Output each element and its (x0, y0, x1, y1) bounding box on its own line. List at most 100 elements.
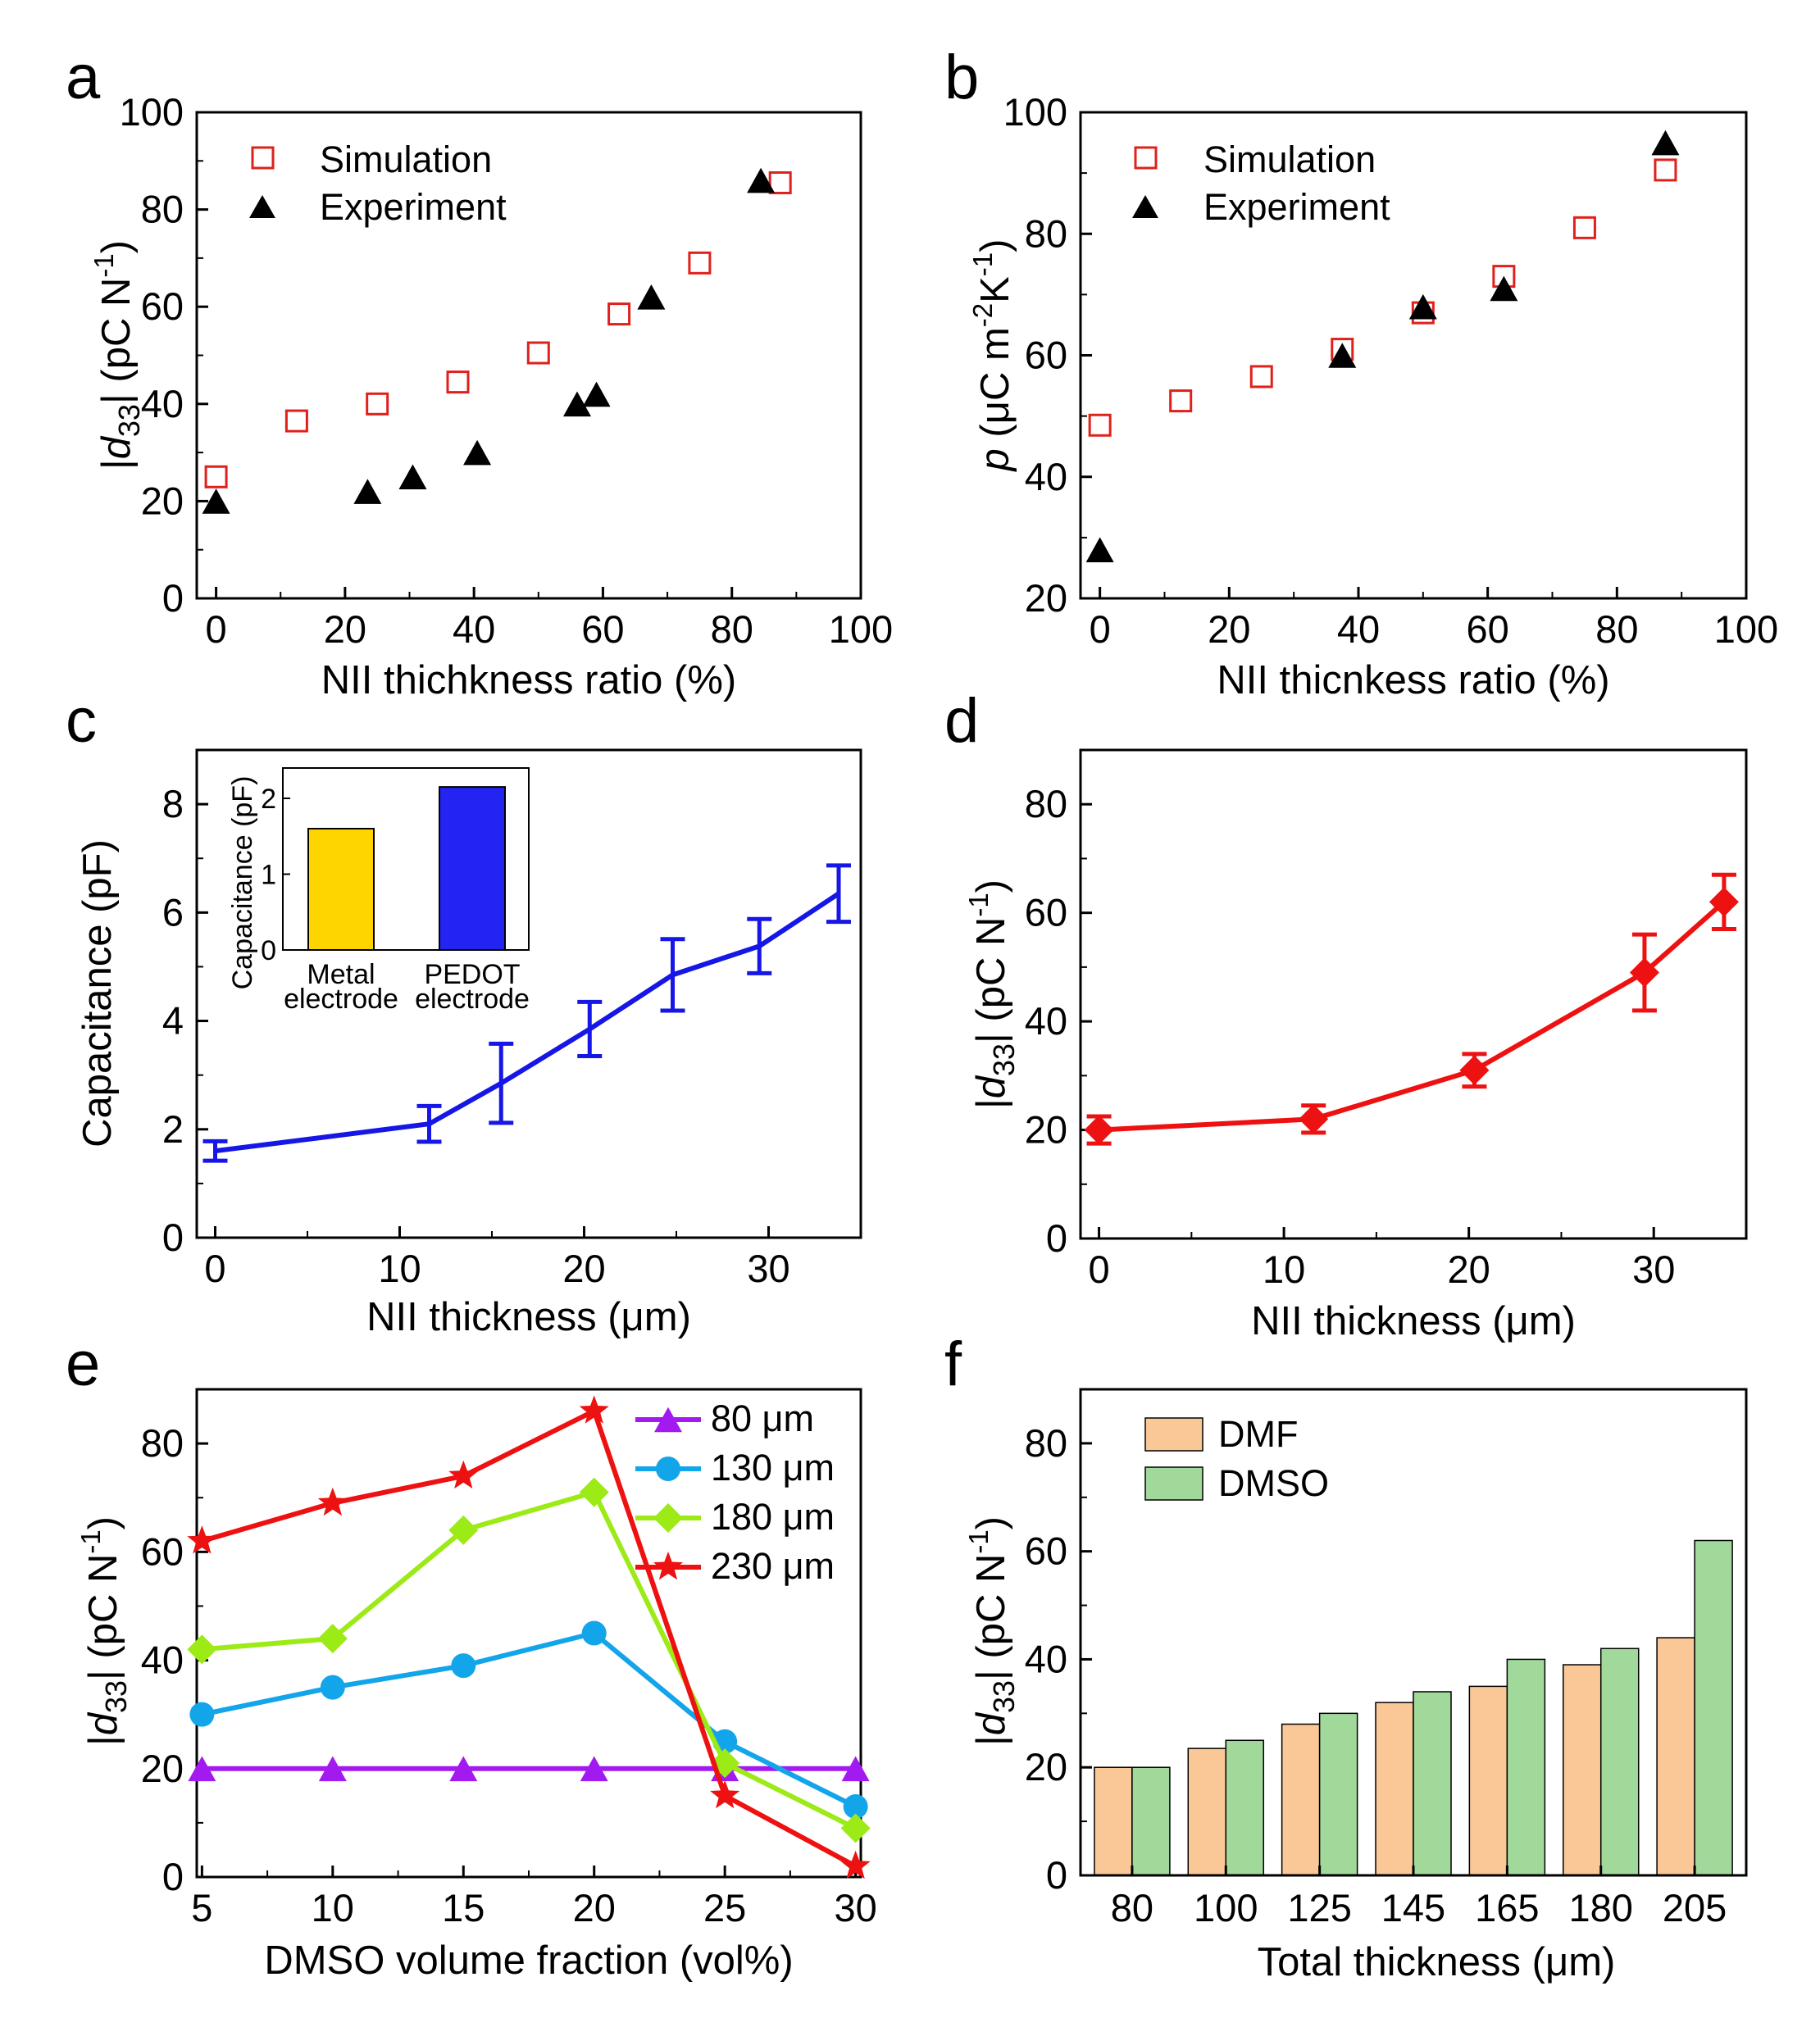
data-point-diamond (317, 1624, 348, 1654)
data-point-diamond (1084, 1115, 1114, 1145)
axes-a: 0 20 40 60 80 100 0 20 40 60 80 100 (120, 90, 894, 651)
plot-frame-d (1079, 748, 1748, 1240)
y-tick-label-e: 20 (141, 1747, 184, 1790)
inset-cat-metal-line2: electrode (284, 984, 398, 1015)
y-tick-label-d: 80 (1025, 782, 1067, 825)
panel-letter-b: b (944, 43, 979, 112)
x-tick-label-e: 25 (703, 1886, 746, 1929)
legend-marker-circle (656, 1457, 680, 1481)
panel-a: a 0 20 40 60 80 100 0 20 40 60 80 100 Simulation Ex… (66, 43, 893, 702)
y-tick-label-b: 100 (1003, 90, 1067, 134)
data-point-diamond (1709, 887, 1739, 917)
data-point-star (840, 1850, 871, 1879)
inset-y-tick-label: 1 (261, 860, 276, 891)
y-tick-label-f: 0 (1046, 1853, 1067, 1897)
inset-c: 0 1 2 Metal electrode PEDOT electrode Capa… (227, 767, 530, 1015)
axes-e: 0 20 40 60 80 5 10 15 20 25 30 (141, 1421, 877, 1929)
x-tick-label-d: 20 (1448, 1248, 1490, 1291)
y-axis-label-f: |d33| (pC N-1) (963, 1516, 1021, 1746)
y-tick-label-a: 80 (141, 188, 184, 231)
axes-d: 0 20 40 60 80 0 10 20 30 (1025, 782, 1676, 1291)
data-point-triangle (188, 1756, 216, 1782)
bar-dmso (1413, 1691, 1452, 1876)
data-point-diamond (187, 1634, 217, 1665)
x-axis-label-f: Total thickness (μm) (1258, 1940, 1616, 1984)
legend-marker-star (653, 1552, 684, 1580)
x-axis-label-e: DMSO volume fraction (vol%) (264, 1938, 793, 1983)
data-point-star (448, 1460, 479, 1489)
x-tick-label-a: 20 (324, 607, 366, 651)
axes-b: 20 40 60 80 100 0 20 40 60 80 100 (1003, 90, 1779, 651)
x-axis-label-a: NII thichkness ratio (%) (321, 658, 737, 702)
x-tick-label-e: 20 (573, 1886, 616, 1929)
series-line-1 (201, 1630, 857, 1809)
panel-letter-d: d (944, 686, 979, 756)
bar-dmf (1281, 1723, 1321, 1876)
legend-marker-simulation-b (1134, 146, 1158, 170)
data-point-diamond (579, 1477, 609, 1507)
x-tick-label-e: 5 (191, 1886, 212, 1929)
x-tick-label-d: 30 (1632, 1248, 1675, 1291)
simulation-point (446, 370, 470, 394)
simulation-point (607, 302, 631, 326)
y-tick-label-c: 8 (162, 782, 184, 825)
y-tick-label-b: 40 (1025, 455, 1067, 498)
bar-dmso (1131, 1766, 1171, 1876)
x-tick-label-d: 0 (1088, 1248, 1109, 1291)
marks-a (202, 167, 792, 514)
experiment-point (582, 381, 611, 407)
y-tick-label-c: 0 (162, 1216, 184, 1259)
simulation-point (1169, 389, 1193, 413)
legend-b: Simulation Experiment (1132, 139, 1390, 228)
marks-c (202, 863, 851, 1163)
bar-dmso (1694, 1539, 1733, 1876)
y-tick-label-e: 40 (141, 1638, 184, 1682)
bar-dmf (1468, 1685, 1508, 1876)
simulation-point (204, 465, 228, 489)
simulation-point (526, 341, 550, 365)
legend-label-experiment-b: Experiment (1203, 186, 1390, 228)
data-point-star (187, 1525, 217, 1554)
legend-marker-diamond (653, 1503, 683, 1533)
legend-marker-triangle (654, 1407, 682, 1433)
y-tick-label-d: 0 (1046, 1216, 1067, 1260)
experiment-point (202, 489, 230, 514)
inset-cat-pedot-line2: electrode (415, 984, 530, 1015)
legend-label-simulation: Simulation (320, 139, 492, 180)
x-tick-label-f: 205 (1663, 1886, 1727, 1929)
x-tick-label-a: 80 (711, 607, 753, 651)
experiment-point (1328, 343, 1357, 368)
data-point-circle (451, 1653, 476, 1679)
y-tick-label-a: 100 (120, 90, 184, 134)
experiment-point (353, 479, 382, 504)
x-tick-label-a: 100 (829, 607, 893, 651)
y-tick-label-f: 60 (1025, 1529, 1067, 1573)
bar-dmf (1562, 1664, 1602, 1876)
x-axis-label-b: NII thicnkess ratio (%) (1217, 658, 1609, 702)
y-tick-label-a: 40 (141, 382, 184, 425)
panel-letter-a: a (66, 43, 101, 112)
legend-label-simulation-b: Simulation (1203, 139, 1376, 180)
inset-cat-pedot-line1: PEDOT (424, 959, 520, 990)
data-point-circle (189, 1702, 215, 1727)
panel-b: b 20 40 60 80 100 0 20 40 60 80 100 Simulation Exp… (944, 43, 1778, 702)
bar-dmf (1656, 1637, 1695, 1876)
x-tick-label-b: 80 (1595, 607, 1638, 651)
experiment-point (463, 439, 492, 466)
data-point-circle (581, 1620, 607, 1646)
data-point-diamond (448, 1515, 479, 1545)
simulation-point (688, 251, 712, 275)
legend-swatch-dmf (1144, 1417, 1203, 1452)
panel-letter-e: e (66, 1329, 100, 1399)
x-axis-label-c: NII thickness (μm) (366, 1295, 691, 1339)
panel-d: d 0 20 40 60 80 0 10 20 30 NII thickness (μm) |d… (944, 686, 1748, 1343)
simulation-point (366, 392, 389, 416)
x-tick-label-b: 20 (1208, 607, 1250, 651)
legend-marker-simulation (251, 146, 275, 170)
y-tick-label-f: 80 (1025, 1421, 1067, 1465)
x-tick-label-e: 10 (312, 1886, 354, 1929)
legend-marker-experiment-b (1132, 195, 1158, 218)
y-tick-label-a: 20 (141, 479, 184, 522)
experiment-point (1408, 293, 1437, 320)
